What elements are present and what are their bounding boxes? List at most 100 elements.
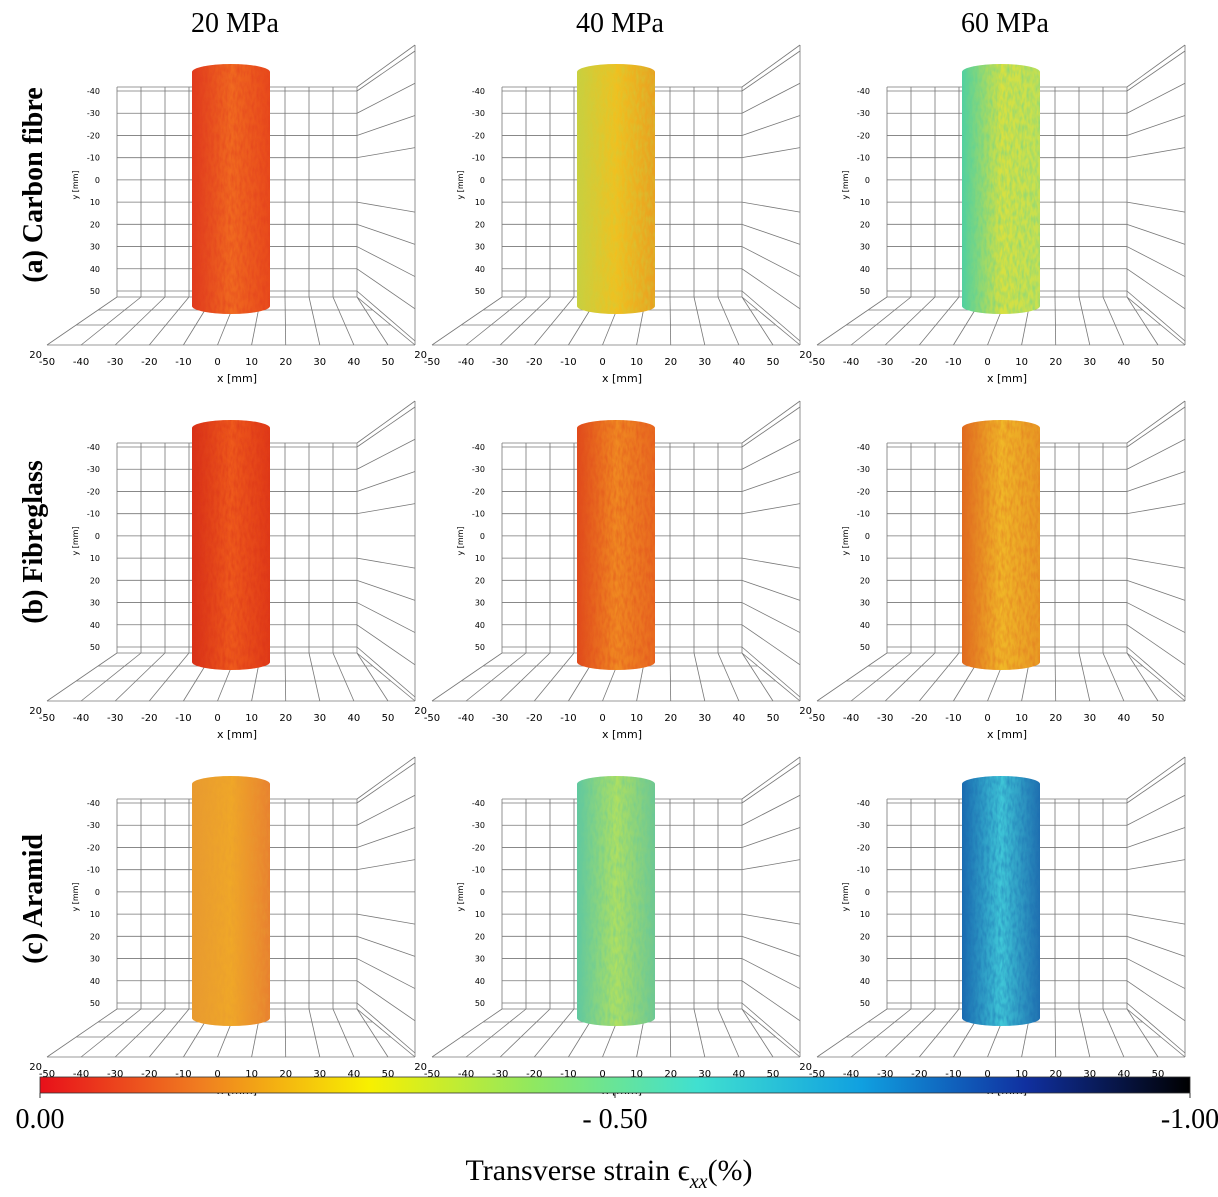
x-tick-label: 20	[664, 713, 677, 724]
y-tick-label: 10	[475, 910, 485, 919]
grid-line	[885, 653, 935, 701]
x-axis-label: x [mm]	[987, 372, 1027, 385]
specimen-texture	[962, 776, 1040, 1026]
grid-line	[357, 439, 415, 469]
grid-line	[357, 580, 415, 600]
grid-line	[1127, 51, 1185, 91]
grid-line	[1127, 115, 1185, 135]
y-tick-label: 50	[475, 287, 485, 296]
x-axis-label: x [mm]	[602, 728, 642, 741]
y-tick-label: 0	[865, 888, 870, 897]
grid-frame	[742, 401, 800, 443]
y-tick-label: -40	[87, 87, 100, 96]
grid-line	[534, 653, 574, 701]
y-tick-label: 20	[475, 220, 485, 229]
panel: -50-40-30-20-1001020304050-40-30-20-1001…	[799, 45, 1185, 385]
x-tick-label: 50	[382, 357, 395, 368]
grid-line	[357, 51, 415, 91]
x-tick-label: 20	[1049, 713, 1062, 724]
grid-line	[718, 297, 739, 345]
z-tick-label: 20	[29, 350, 42, 361]
grid-line	[1055, 1009, 1056, 1057]
grid-line	[357, 959, 415, 989]
z-tick-label: 20	[799, 706, 812, 717]
y-tick-label: 10	[90, 554, 100, 563]
y-tick-label: 40	[475, 265, 485, 274]
grid-line	[432, 297, 502, 345]
y-tick-label: -40	[472, 443, 485, 452]
grid-line	[1127, 827, 1185, 847]
x-tick-label: 50	[767, 713, 780, 724]
y-tick-label: 10	[860, 910, 870, 919]
z-tick-label: 20	[799, 350, 812, 361]
y-tick-label: -40	[87, 799, 100, 808]
x-tick-label: -40	[458, 713, 474, 724]
grid-line	[1127, 625, 1185, 665]
grid-line	[357, 860, 415, 870]
y-tick-label: -30	[472, 109, 485, 118]
colorbar	[40, 1077, 1190, 1093]
y-tick-label: 0	[95, 532, 100, 541]
y-tick-label: -30	[857, 821, 870, 830]
x-tick-label: 20	[279, 713, 292, 724]
x-tick-label: -40	[458, 357, 474, 368]
grid-frame	[357, 401, 415, 443]
y-tick-label: 30	[475, 243, 485, 252]
x-tick-label: 0	[214, 713, 220, 724]
y-tick-label: -20	[87, 487, 100, 496]
x-axis-label: x [mm]	[987, 728, 1027, 741]
y-tick-label: 20	[860, 932, 870, 941]
y-tick-label: -20	[857, 843, 870, 852]
label-subscript: xx	[689, 1171, 708, 1193]
column-header: 20 MPa	[191, 8, 279, 39]
grid-line	[885, 297, 935, 345]
y-tick-label: -30	[857, 109, 870, 118]
grid-line	[357, 224, 415, 244]
grid-line	[1127, 603, 1185, 633]
grid-line	[115, 297, 165, 345]
grid-frame	[1127, 653, 1185, 701]
x-tick-label: 10	[1015, 357, 1028, 368]
y-tick-label: 40	[860, 621, 870, 630]
grid-line	[1127, 914, 1185, 924]
x-tick-label: -10	[945, 357, 961, 368]
x-tick-label: -40	[73, 713, 89, 724]
y-tick-label: 30	[90, 955, 100, 964]
x-tick-label: 30	[313, 357, 326, 368]
grid-frame	[1127, 45, 1185, 87]
y-tick-label: 10	[90, 198, 100, 207]
grid-line	[1079, 653, 1090, 701]
x-tick-label: -40	[73, 357, 89, 368]
grid-line	[357, 504, 415, 514]
y-tick-label: 40	[860, 265, 870, 274]
grid-frame	[357, 757, 415, 799]
grid-line	[742, 763, 800, 803]
y-tick-label: 40	[90, 265, 100, 274]
grid-line	[742, 625, 800, 665]
grid-line	[534, 1009, 574, 1057]
y-tick-label: 30	[860, 955, 870, 964]
row-label: (c) Aramid	[18, 834, 49, 964]
x-tick-label: 50	[382, 713, 395, 724]
grid-line	[333, 653, 354, 701]
y-tick-label: 10	[90, 910, 100, 919]
grid-line	[742, 580, 800, 600]
grid-line	[357, 795, 415, 825]
x-tick-label: 50	[1152, 357, 1165, 368]
grid-line	[694, 1009, 705, 1057]
grid-line	[333, 297, 354, 345]
y-tick-label: 50	[475, 643, 485, 652]
x-tick-label: 0	[984, 357, 990, 368]
y-tick-label: -30	[472, 465, 485, 474]
colorbar-tick-label: - 0.50	[582, 1104, 647, 1135]
grid-line	[357, 269, 415, 309]
x-tick-label: 10	[245, 713, 258, 724]
grid-line	[500, 1009, 550, 1057]
grid-line	[357, 981, 415, 1021]
y-tick-label: 30	[860, 243, 870, 252]
colorbar-label: Transverse strain ϵxx(%)	[465, 1154, 752, 1193]
x-tick-label: 10	[245, 357, 258, 368]
y-axis-label: y [mm]	[841, 170, 850, 199]
panel: -50-40-30-20-1001020304050-40-30-20-1001…	[29, 401, 415, 741]
grid-line	[694, 297, 705, 345]
